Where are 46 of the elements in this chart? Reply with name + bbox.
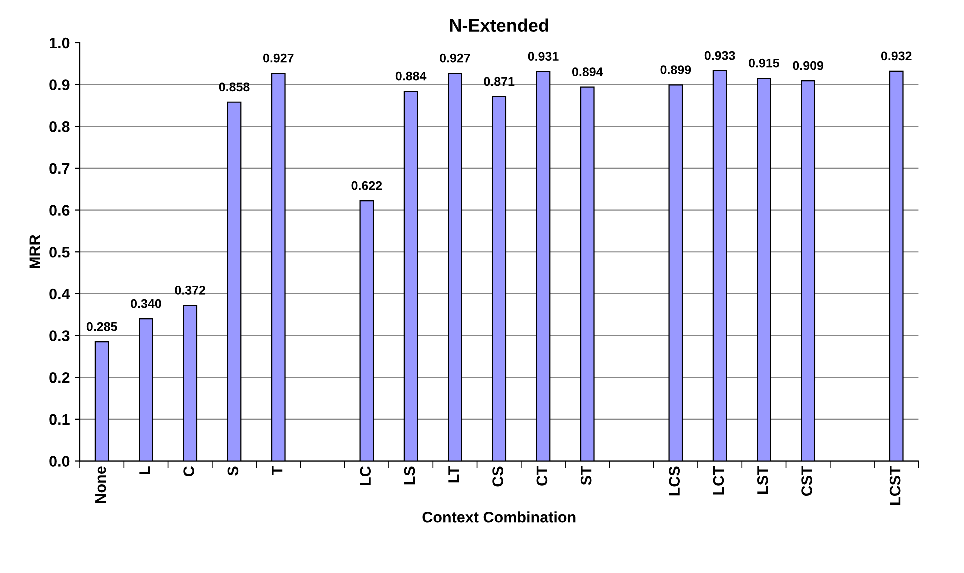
x-tick-label: CS: [492, 466, 504, 487]
x-tick-label: L: [140, 466, 150, 474]
data-label: 0.909: [793, 61, 824, 70]
x-tick-label: ST: [580, 466, 592, 486]
data-label: 0.894: [572, 68, 604, 77]
y-tick-label: 0.2: [50, 372, 70, 384]
data-label: 0.372: [175, 286, 206, 295]
data-label: 0.927: [264, 54, 294, 63]
x-tick-label: LCT: [713, 466, 724, 495]
y-tick-label: 0.7: [50, 163, 70, 174]
y-tick-label: 1.0: [50, 38, 70, 49]
x-tick-label: LC: [360, 466, 372, 486]
y-tick-label: 0.4: [50, 288, 70, 300]
y-tick-label: 0.9: [50, 80, 70, 90]
x-tick-label: LS: [404, 466, 416, 485]
y-tick-label: 0.8: [50, 122, 70, 132]
data-label: 0.927: [440, 54, 470, 63]
data-label: 0.858: [219, 82, 250, 92]
data-label: 0.899: [660, 66, 692, 74]
data-label: 0.871: [484, 77, 515, 86]
data-label: 0.932: [881, 52, 912, 61]
chart-title: N-Extended: [450, 18, 548, 32]
data-label: 0.622: [352, 181, 382, 190]
x-tick-label: S: [228, 466, 239, 476]
x-tick-label: C: [184, 466, 194, 477]
y-axis-title: MRR: [30, 235, 40, 268]
x-tick-label: CST: [802, 466, 812, 496]
y-tick-label: 0.0: [50, 456, 70, 467]
y-tick-label: 0.6: [50, 205, 70, 216]
y-tick-label: 0.3: [50, 330, 70, 342]
x-tick-label: LT: [448, 466, 460, 483]
data-label: 0.931: [528, 52, 559, 62]
x-tick-label: None: [96, 466, 106, 504]
x-tick-label: LCST: [890, 466, 901, 505]
x-tick-label: LST: [757, 466, 768, 494]
data-label: 0.933: [704, 51, 736, 60]
x-tick-label: T: [272, 466, 283, 476]
data-label: 0.285: [86, 322, 118, 332]
x-tick-label: LCS: [669, 466, 680, 496]
data-label: 0.884: [396, 72, 427, 81]
x-axis-title: Context Combination: [422, 512, 576, 523]
y-tick-label: 0.5: [50, 246, 70, 258]
data-label: 0.915: [749, 58, 780, 68]
y-tick-label: 0.1: [50, 414, 70, 426]
data-label: 0.340: [131, 299, 162, 308]
x-tick-label: CT: [536, 466, 548, 486]
